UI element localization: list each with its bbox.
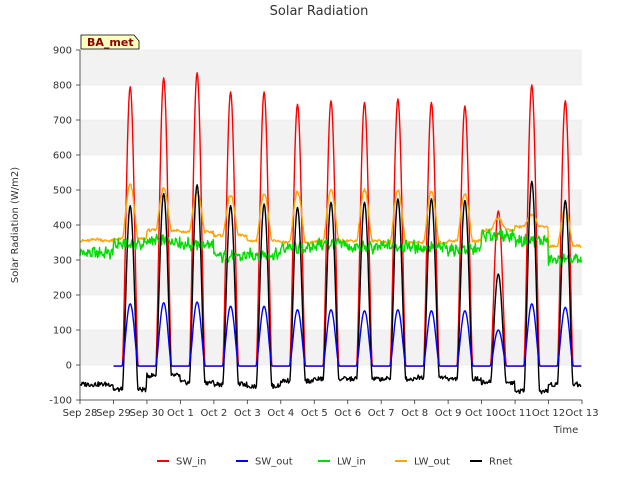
x-tick-label: Oct 1 — [167, 408, 194, 419]
x-tick-label: Sep 29 — [96, 408, 131, 419]
y-tick-label: 800 — [53, 81, 72, 92]
x-tick-label: Sep 30 — [130, 408, 165, 419]
y-tick-label: -100 — [49, 396, 72, 407]
series-line-lw-in — [79, 228, 582, 267]
legend-label: LW_in — [337, 457, 366, 468]
site-label: BA_met — [87, 36, 134, 49]
x-tick-label: Oct 8 — [401, 408, 428, 419]
y-tick-label: 300 — [53, 256, 72, 267]
x-tick-label: Oct 6 — [334, 408, 361, 419]
x-tick-label: Oct 12 — [532, 408, 565, 419]
y-tick-label: 400 — [53, 221, 72, 232]
y-tick-label: 100 — [53, 326, 72, 337]
y-axis-title: Solar Radiation (W/m2) — [10, 167, 21, 283]
x-tick-label: Oct 5 — [301, 408, 328, 419]
series-line-lw-out — [79, 183, 582, 248]
x-tick-label: Oct 11 — [498, 408, 531, 419]
x-tick-label: Oct 13 — [565, 408, 598, 419]
legend-label: Rnet — [489, 457, 512, 468]
x-tick-label: Oct 4 — [267, 408, 294, 419]
y-tick-label: 0 — [66, 361, 72, 372]
y-tick-label: 500 — [53, 186, 72, 197]
y-tick-label: 600 — [53, 151, 72, 162]
x-tick-label: Oct 2 — [200, 408, 227, 419]
y-tick-label: 700 — [53, 116, 72, 127]
y-tick-label: 200 — [53, 291, 72, 302]
legend-label: SW_in — [176, 457, 206, 468]
legend: SW_in SW_out LW_in LW_out Rnet — [157, 457, 512, 468]
y-axis: -100 0 100 200 300 400 500 600 700 800 900 — [49, 46, 80, 407]
x-tick-label: Oct 7 — [368, 408, 395, 419]
plot-background — [80, 49, 582, 401]
x-tick-label: Oct 10 — [465, 408, 498, 419]
site-badge: BA_met — [80, 34, 140, 50]
chart-title: Solar Radiation — [270, 4, 369, 19]
y-tick-label: 900 — [53, 46, 72, 57]
x-tick-label: Oct 9 — [435, 408, 462, 419]
x-axis-title: Time — [553, 425, 578, 436]
series-line-rnet — [79, 180, 582, 395]
series-layer — [79, 50, 582, 401]
legend-label: SW_out — [255, 457, 293, 468]
x-tick-label: Oct 3 — [234, 408, 261, 419]
series-line-sw-out — [113, 301, 582, 367]
legend-label: LW_out — [414, 457, 450, 468]
x-tick-label: Sep 28 — [63, 408, 98, 419]
